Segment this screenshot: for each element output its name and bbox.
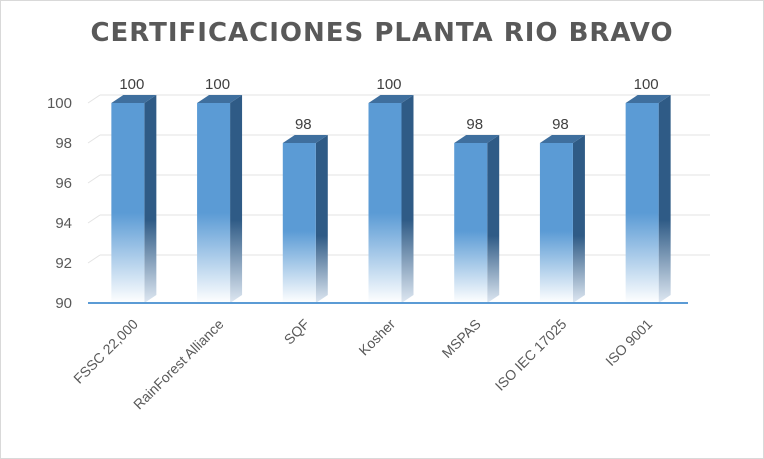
y-axis-ticks: 90 92 94 96 98 100 (47, 95, 72, 312)
bar-top (197, 95, 243, 103)
bar-top (454, 135, 500, 143)
data-label: 100 (119, 76, 144, 93)
data-label: 100 (376, 76, 401, 93)
bar-top (282, 135, 328, 143)
y-tick-label: 94 (55, 215, 72, 232)
y-tick-label: 100 (47, 95, 72, 112)
bar (539, 135, 585, 303)
data-label: 98 (466, 116, 483, 133)
bar (197, 95, 243, 303)
gridline-depth (87, 214, 101, 224)
bar-side (658, 95, 671, 303)
gridline-depth (87, 94, 101, 104)
bar-front (282, 143, 316, 303)
bar-top (111, 95, 157, 103)
x-category-label: RainForest Alliance (130, 316, 227, 413)
bar (282, 135, 328, 303)
bar-front (454, 143, 488, 303)
bar (368, 95, 414, 303)
data-label: 98 (295, 116, 312, 133)
gridline-depth (87, 174, 101, 184)
bars (111, 95, 671, 303)
bar-front (625, 103, 659, 303)
bar-side (315, 135, 328, 303)
y-tick-label: 90 (55, 295, 72, 312)
y-tick-label: 98 (55, 135, 72, 152)
bar (454, 135, 500, 303)
data-labels: 100 100 98 100 98 98 100 (119, 76, 658, 133)
x-category-label: Kosher (355, 316, 398, 359)
chart-title: CERTIFICACIONES PLANTA RIO BRAVO (90, 18, 674, 48)
x-category-label: MSPAS (439, 316, 484, 361)
x-category-label: FSSC 22,000 (70, 316, 141, 387)
data-label: 98 (552, 116, 569, 133)
y-tick-label: 92 (55, 255, 72, 272)
bar-side (401, 95, 414, 303)
bar-top (539, 135, 585, 143)
x-category-label: ISO 9001 (602, 316, 655, 369)
gridline-depth (87, 134, 101, 144)
bar-top (625, 95, 671, 103)
bar-side (144, 95, 157, 303)
bar-top (368, 95, 414, 103)
bar (111, 95, 157, 303)
bar-front (368, 103, 402, 303)
gridline-depth (87, 254, 101, 264)
bar-front (111, 103, 145, 303)
x-category-label: SQF (281, 316, 313, 348)
data-label: 100 (205, 76, 230, 93)
y-tick-label: 96 (55, 175, 72, 192)
x-category-label: ISO IEC 17025 (492, 316, 570, 394)
bar-side (572, 135, 585, 303)
bar-side (487, 135, 500, 303)
bar (625, 95, 671, 303)
bar-side (230, 95, 243, 303)
bar-front (539, 143, 573, 303)
bar-front (197, 103, 231, 303)
data-label: 100 (634, 76, 659, 93)
